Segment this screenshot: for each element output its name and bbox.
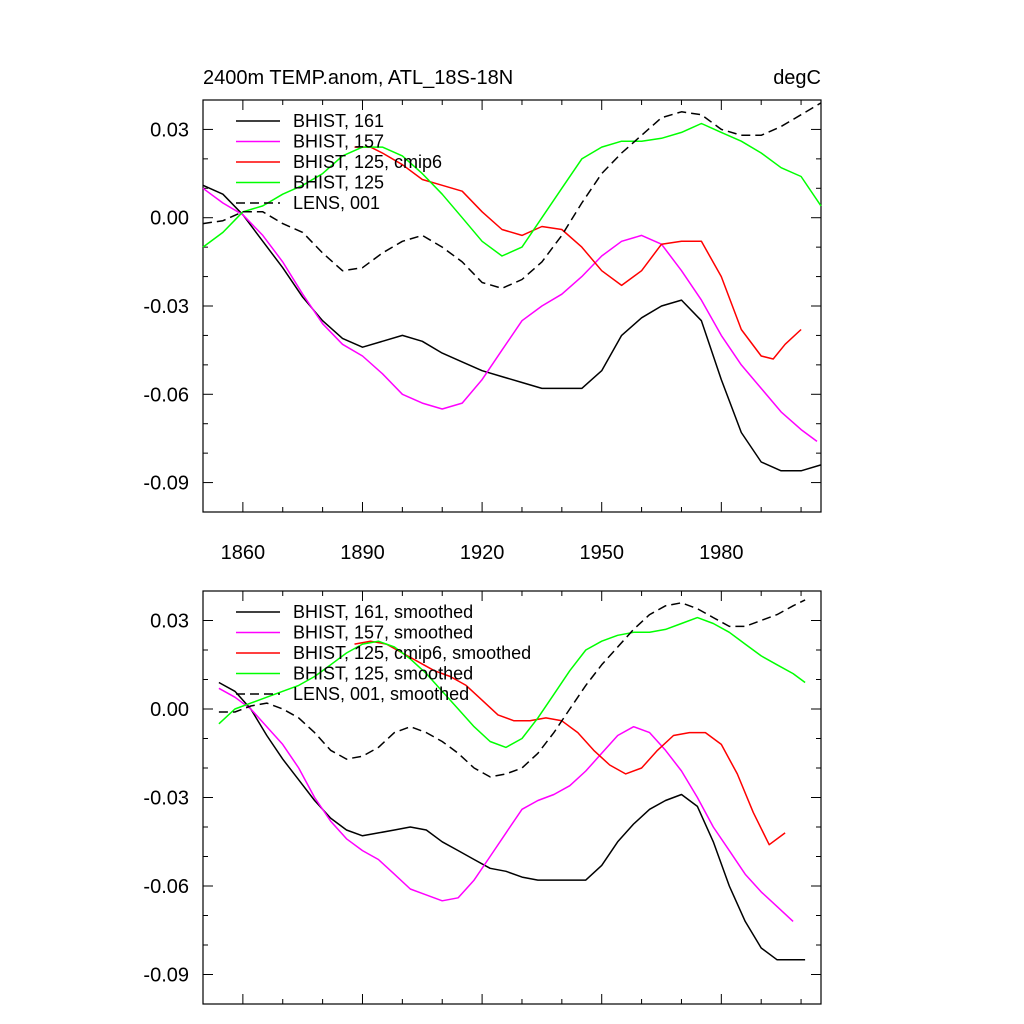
legend-label: LENS, 001, smoothed [293, 684, 469, 704]
plot-frame [202, 590, 822, 1005]
y-tick-label: 0.03 [150, 119, 189, 141]
y-tick-label: -0.09 [143, 965, 189, 987]
y-tick-label: 0.00 [150, 208, 189, 230]
series-line-2 [202, 187, 818, 443]
series-line-1 [218, 681, 806, 961]
chart-panel-1: 2400m TEMP.anom, ATL_18S-18N degC 0.03 0.00… [143, 67, 822, 564]
x-tick-label: 1980 [699, 542, 744, 564]
legend-label: BHIST, 157 [293, 132, 384, 152]
legend-label: BHIST, 125, smoothed [293, 664, 473, 684]
legend-label: LENS, 001 [293, 193, 380, 213]
y-tick-label: -0.06 [143, 384, 189, 406]
y-tick-label: -0.06 [143, 876, 189, 898]
y-tick-label: -0.03 [143, 296, 189, 318]
chart-title: 2400m TEMP.anom, ATL_18S-18N [203, 67, 513, 89]
legend-label: BHIST, 161 [293, 111, 384, 131]
series-line-3 [354, 640, 786, 846]
x-tick-label: 1860 [221, 542, 266, 564]
series-line-2 [218, 687, 794, 922]
series-line-4 [202, 122, 822, 257]
legend-label: BHIST, 125 [293, 173, 384, 193]
x-tick-label: 1920 [460, 542, 505, 564]
series-line-5 [202, 102, 822, 290]
legend-label: BHIST, 161, smoothed [293, 602, 473, 622]
y-tick-label: 0.00 [150, 699, 189, 721]
legend-label: BHIST, 157, smoothed [293, 623, 473, 643]
legend-label: BHIST, 125, cmip6, smoothed [293, 643, 531, 663]
series-line-5 [218, 599, 806, 778]
y-tick-label: -0.09 [143, 473, 189, 495]
x-tick-label: 1890 [340, 542, 385, 564]
x-tick-label: 1950 [579, 542, 624, 564]
chart-panel-2: 0.03 0.00 -0.03 -0.06 -0.09 BHIST, 161, smoot… [143, 590, 822, 1005]
units-label: degC [773, 67, 821, 89]
y-tick-label: -0.03 [143, 788, 189, 810]
plot-frame [202, 99, 822, 513]
legend-label: BHIST, 125, cmip6 [293, 152, 442, 172]
y-tick-label: 0.03 [150, 611, 189, 633]
series-line-4 [218, 616, 806, 749]
series-line-3 [354, 146, 802, 360]
series-line-1 [202, 184, 822, 472]
